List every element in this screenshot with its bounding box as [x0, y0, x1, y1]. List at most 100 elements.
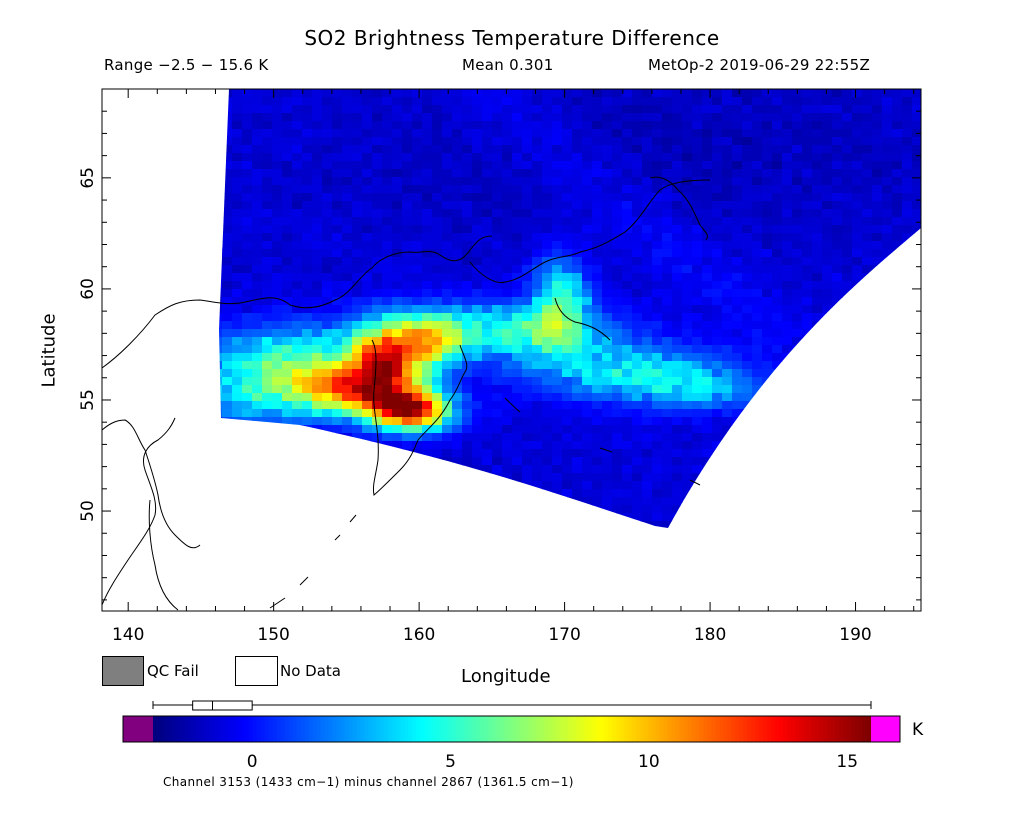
swath-pixel — [472, 257, 483, 266]
swath-pixel — [112, 89, 123, 98]
swath-pixel — [722, 97, 733, 106]
swath-pixel — [142, 257, 153, 266]
swath-pixel — [782, 425, 793, 434]
swath-pixel — [692, 505, 703, 514]
swath-pixel — [682, 161, 693, 170]
swath-pixel — [892, 561, 903, 570]
swath-pixel — [182, 529, 193, 538]
swath-pixel — [392, 105, 403, 114]
swath-pixel — [512, 505, 523, 514]
swath-pixel — [219, 185, 223, 194]
swath-pixel — [632, 89, 643, 98]
swath-pixel — [492, 161, 503, 170]
swath-pixel — [292, 169, 303, 178]
swath-pixel — [672, 305, 683, 314]
swath-pixel — [162, 97, 173, 106]
swath-pixel — [172, 497, 183, 506]
swath-pixel — [312, 289, 323, 298]
swath-pixel — [122, 273, 133, 282]
swath-pixel — [762, 257, 773, 266]
swath-pixel — [282, 97, 293, 106]
swath-pixel — [452, 201, 463, 210]
swath-pixel — [272, 217, 283, 226]
swath-pixel — [382, 473, 393, 482]
swath-pixel — [482, 209, 493, 218]
swath-pixel — [592, 129, 603, 138]
swath-pixel — [452, 185, 463, 194]
swath-pixel — [632, 393, 643, 402]
swath-pixel — [552, 345, 563, 354]
swath-pixel — [792, 289, 803, 298]
swath-pixel — [362, 369, 373, 378]
swath-pixel — [702, 497, 713, 506]
swath-pixel — [592, 401, 603, 410]
swath-pixel — [302, 497, 313, 506]
swath-pixel — [302, 465, 313, 474]
swath-pixel — [802, 409, 813, 418]
swath-pixel — [522, 177, 533, 186]
swath-pixel — [372, 521, 383, 528]
swath-pixel — [892, 169, 903, 178]
swath-pixel — [722, 193, 733, 202]
swath-pixel — [872, 201, 883, 210]
swath-pixel — [219, 321, 223, 330]
swath-pixel — [492, 489, 503, 498]
swath-pixel — [622, 273, 633, 282]
swath-pixel — [682, 97, 693, 106]
swath-pixel — [662, 561, 673, 570]
swath-pixel — [682, 137, 693, 146]
swath-pixel — [152, 337, 163, 346]
swath-pixel — [792, 113, 803, 122]
swath-pixel — [112, 369, 123, 378]
swath-pixel — [312, 297, 323, 306]
swath-pixel — [822, 369, 833, 378]
swath-pixel — [672, 297, 683, 306]
swath-pixel — [412, 529, 423, 538]
swath-pixel — [412, 425, 423, 434]
swath-pixel — [732, 417, 743, 426]
swath-pixel — [412, 385, 423, 394]
swath-pixel — [722, 417, 733, 426]
swath-pixel — [812, 449, 823, 458]
so2-swath — [102, 89, 921, 570]
swath-pixel — [442, 529, 453, 538]
swath-pixel — [792, 545, 803, 554]
swath-pixel — [219, 449, 223, 458]
swath-pixel — [582, 241, 593, 250]
swath-pixel — [632, 161, 643, 170]
swath-pixel — [342, 137, 353, 146]
swath-pixel — [232, 393, 243, 402]
swath-pixel — [762, 313, 773, 322]
swath-pixel — [152, 137, 163, 146]
swath-pixel — [622, 377, 633, 386]
swath-pixel — [912, 153, 921, 162]
swath-pixel — [582, 225, 593, 234]
swath-pixel — [102, 185, 113, 194]
swath-pixel — [722, 113, 733, 122]
swath-pixel — [852, 497, 863, 506]
swath-pixel — [642, 481, 653, 490]
swath-pixel — [592, 433, 603, 442]
swath-pixel — [872, 161, 883, 170]
swath-pixel — [652, 353, 663, 362]
swath-pixel — [692, 409, 703, 418]
swath-pixel — [272, 513, 283, 522]
swath-pixel — [882, 121, 893, 130]
swath-pixel — [262, 385, 273, 394]
swath-pixel — [342, 337, 353, 346]
swath-pixel — [412, 489, 423, 498]
swath-pixel — [842, 281, 853, 290]
swath-pixel — [342, 289, 353, 298]
swath-pixel — [762, 521, 773, 528]
swath-pixel — [392, 321, 403, 330]
swath-pixel — [842, 553, 853, 562]
swath-pixel — [762, 473, 773, 482]
swath-pixel — [882, 449, 893, 458]
swath-pixel — [502, 257, 513, 266]
swath-pixel — [572, 561, 583, 570]
swath-pixel — [482, 369, 493, 378]
swath-pixel — [422, 521, 433, 528]
swath-pixel — [782, 121, 793, 130]
swath-pixel — [662, 409, 673, 418]
swath-pixel — [582, 113, 593, 122]
